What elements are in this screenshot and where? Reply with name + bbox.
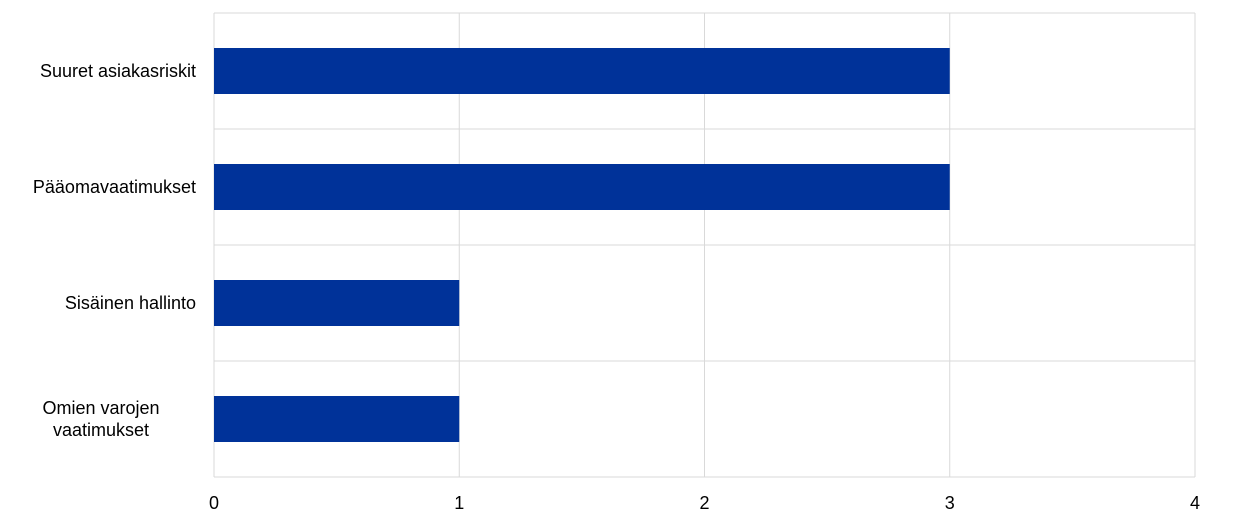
bar bbox=[214, 164, 950, 210]
x-tick-label: 0 bbox=[209, 493, 219, 513]
y-tick-label: Pääomavaatimukset bbox=[0, 157, 196, 217]
category-text: Omien varojen vaatimukset bbox=[42, 398, 160, 440]
x-tick-label: 4 bbox=[1190, 493, 1200, 513]
bar bbox=[214, 280, 460, 326]
x-tick-label: 2 bbox=[699, 493, 709, 513]
y-tick-label: Suuret asiakasriskit bbox=[0, 41, 196, 101]
x-tick-label: 1 bbox=[454, 493, 464, 513]
x-tick-label: 3 bbox=[945, 493, 955, 513]
bar bbox=[214, 48, 950, 94]
category-text: Pääomavaatimukset bbox=[32, 177, 196, 197]
category-text: Sisäinen hallinto bbox=[64, 293, 196, 313]
y-tick-label: Sisäinen hallinto bbox=[0, 273, 196, 333]
category-text: Suuret asiakasriskit bbox=[39, 61, 196, 81]
bar bbox=[214, 396, 460, 442]
y-tick-label: Omien varojen vaatimukset bbox=[0, 389, 196, 449]
